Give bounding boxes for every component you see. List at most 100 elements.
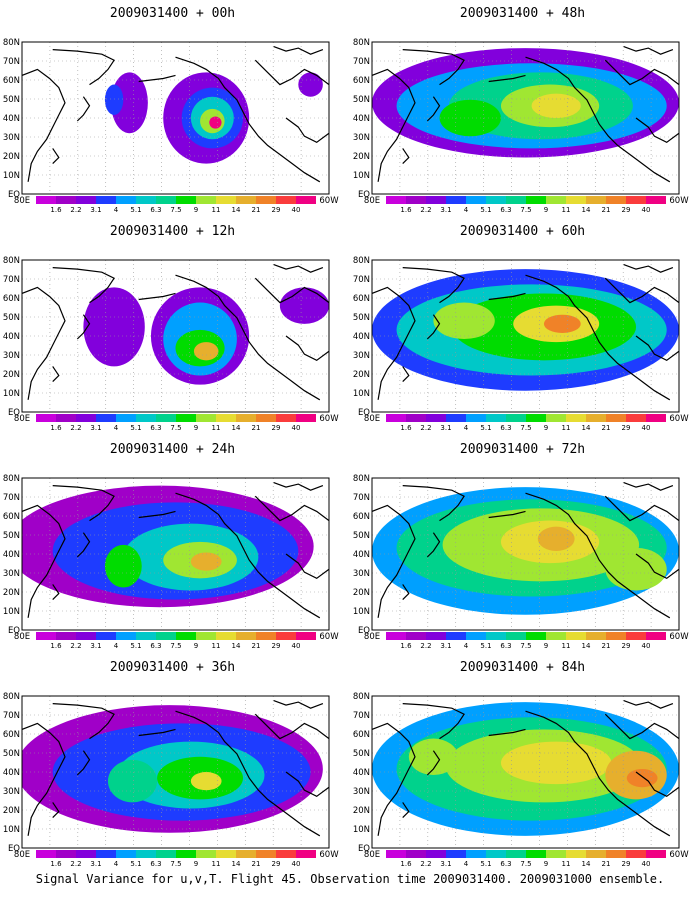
latitude-label: 60N <box>353 294 370 304</box>
map-panel: 2009031400 + 84h 80N 70N 60N 50N 40N 30N 20N 10N… <box>350 654 695 869</box>
colorbar-label: 11 <box>562 424 571 432</box>
colorbar-swatch <box>526 632 546 640</box>
colorbar-swatch <box>296 632 316 640</box>
longitude-label: 80E <box>14 414 30 424</box>
variance-contour-region <box>433 302 495 340</box>
colorbar-swatch <box>446 850 466 858</box>
colorbar-swatch <box>276 414 296 422</box>
latitude-label: 70N <box>3 493 20 503</box>
latitude-label: 80N <box>3 474 20 484</box>
colorbar-label: 9 <box>544 642 548 650</box>
longitude-label: 60W <box>319 632 339 642</box>
colorbar-swatch <box>76 196 96 204</box>
colorbar-swatch <box>486 850 506 858</box>
colorbar-swatch <box>466 850 486 858</box>
variance-contour-region <box>193 342 219 361</box>
map-figure: 80N70N60N50N40N30N20N10NEQ80E100E120E140… <box>353 474 689 650</box>
coastlines <box>22 46 329 183</box>
colorbar-swatch <box>646 196 666 204</box>
latitude-label: 40N <box>353 768 370 778</box>
signal-variance-field <box>372 487 679 615</box>
graticule <box>372 42 679 194</box>
colorbar-label: 7.5 <box>170 860 181 868</box>
latitude-label: 30N <box>3 351 20 361</box>
variance-contour-region <box>298 72 323 97</box>
latitude-label: 30N <box>3 133 20 143</box>
colorbar-swatch <box>236 196 256 204</box>
latitude-label: 80N <box>3 256 20 266</box>
colorbar-swatch <box>426 196 446 204</box>
colorbar-swatch <box>606 850 626 858</box>
colorbar-label: 4 <box>464 642 469 650</box>
colorbar-swatch <box>586 414 606 422</box>
map-frame <box>21 695 330 849</box>
colorbar-swatch <box>586 850 606 858</box>
graticule <box>372 478 679 630</box>
colorbar-swatch <box>626 196 646 204</box>
colorbar-label: 5.1 <box>480 642 491 650</box>
variance-contour-region <box>83 287 145 367</box>
latitude-label: 80N <box>3 692 20 702</box>
colorbar-label: 1.6 <box>50 642 62 650</box>
colorbar-swatch <box>116 850 136 858</box>
colorbar-label: 11 <box>562 860 571 868</box>
colorbar-swatch <box>566 196 586 204</box>
variance-contour-region <box>408 738 458 776</box>
colorbar-label: 9 <box>544 424 548 432</box>
coastlines <box>372 700 679 837</box>
latitude-label: 50N <box>353 749 370 759</box>
colorbar-label: 7.5 <box>170 424 181 432</box>
colorbar-swatch <box>486 414 506 422</box>
latitude-label: EQ <box>8 190 20 200</box>
colorbar-label: 9 <box>194 206 198 214</box>
colorbar-swatch <box>276 850 296 858</box>
colorbar-label: 9 <box>194 860 198 868</box>
colorbar: 1.6 2.2 3.1 4 5.1 6.3 7.5 9 11 14 21 29 40 <box>36 196 316 214</box>
colorbar-swatch <box>256 196 276 204</box>
colorbar-swatch <box>406 850 426 858</box>
variance-contour-region <box>279 287 329 324</box>
colorbar-label: 29 <box>272 424 281 432</box>
colorbar-label: 6.3 <box>150 206 161 214</box>
colorbar-swatch <box>646 632 666 640</box>
colorbar-label: 3.1 <box>440 642 451 650</box>
variance-contour-region <box>104 544 142 588</box>
signal-variance-field <box>22 485 314 608</box>
colorbar-label: 7.5 <box>170 642 181 650</box>
colorbar-label: 40 <box>292 206 301 214</box>
map-frame <box>21 259 330 413</box>
colorbar-label: 11 <box>212 206 221 214</box>
longitude-label: 60W <box>319 414 339 424</box>
colorbar-label: 2.2 <box>420 860 431 868</box>
colorbar-label: 40 <box>292 860 301 868</box>
colorbar-swatch <box>176 850 196 858</box>
latitude-label: 70N <box>353 711 370 721</box>
coastlines <box>372 264 679 401</box>
latitude-label: EQ <box>358 844 370 854</box>
latitude-label: EQ <box>8 844 20 854</box>
panel-title: 2009031400 + 36h <box>109 660 236 675</box>
colorbar-label: 4 <box>464 860 469 868</box>
colorbar-label: 6.3 <box>500 206 511 214</box>
latitude-label: 80N <box>353 38 370 48</box>
latitude-label: 80N <box>3 38 20 48</box>
map-panel: 2009031400 + 60h 80N 70N 60N 50N 40N 30N 20N 10N… <box>350 218 695 433</box>
latitude-label: 80N <box>353 256 370 266</box>
colorbar-label: 21 <box>602 860 611 868</box>
colorbar-label: 29 <box>272 642 281 650</box>
colorbar-swatch <box>136 414 156 422</box>
colorbar-swatch <box>386 196 406 204</box>
colorbar-swatch <box>426 414 446 422</box>
latitude-label: 30N <box>3 787 20 797</box>
colorbar-swatch <box>526 414 546 422</box>
colorbar-swatch <box>626 632 646 640</box>
colorbar-label: 3.1 <box>90 860 101 868</box>
map-frame <box>371 695 680 849</box>
signal-variance-field <box>372 269 679 391</box>
colorbar-swatch <box>426 632 446 640</box>
colorbar-label: 14 <box>232 642 241 650</box>
colorbar-swatch <box>176 632 196 640</box>
colorbar-swatch <box>276 632 296 640</box>
latitude-label: 10N <box>353 825 370 835</box>
colorbar-swatch <box>386 632 406 640</box>
